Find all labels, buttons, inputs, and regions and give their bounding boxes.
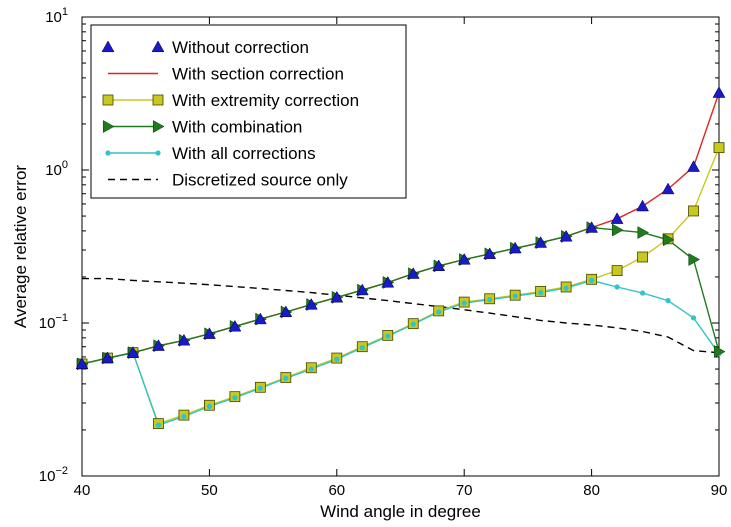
data-point-without-correction [152,339,165,351]
data-point-with-combination [662,233,675,247]
x-tick-label: 50 [201,482,218,499]
legend-entry-with-extremity-correction: With extremity correction [102,91,359,110]
data-point-with-all-corrections [181,413,187,420]
data-point-without-correction [585,221,599,233]
data-point-with-combination [713,345,726,359]
data-point-without-correction [610,212,624,224]
data-point-without-correction [330,290,344,303]
data-point-with-extremity-correction [713,142,725,154]
legend-marker [152,94,164,106]
data-point-without-correction [279,305,293,318]
data-point-with-all-corrections [589,277,595,283]
data-point-with-all-corrections [385,333,391,339]
data-point-with-all-corrections [232,395,238,401]
data-point-with-all-corrections [257,385,263,391]
legend-label: With section correction [172,65,344,84]
data-point-without-correction [559,229,573,242]
data-point-without-correction [508,241,522,254]
x-tick-label: 80 [583,482,600,499]
data-point-with-all-corrections [359,345,365,351]
legend-entry-with-section-correction: With section correction [108,65,344,84]
data-point-without-correction [636,199,649,212]
x-tick-label: 90 [711,482,728,499]
data-point-with-all-corrections [665,298,671,304]
data-point-without-correction [661,182,675,195]
data-point-with-all-corrections [538,290,544,296]
y-tick-label: 101 [45,6,68,26]
data-point-with-all-corrections [461,300,467,306]
data-point-without-correction [75,357,89,369]
y-tick-label: 10−1 [39,312,68,332]
data-point-without-correction [304,298,318,310]
data-point-without-correction [228,319,242,332]
data-point-with-all-corrections [487,297,493,303]
data-point-with-combination [612,223,624,237]
data-point-with-all-corrections [206,403,212,410]
data-point-with-all-corrections [436,309,442,315]
legend-box [90,24,407,199]
y-axis-title: Average relative error [11,165,30,328]
legend-marker [152,120,165,133]
legend-entry-with-combination: With combination [102,118,302,137]
legend-entry-with-all-corrections: With all corrections [105,144,316,163]
x-axis-title: Wind angle in degree [320,502,481,521]
legend-marker [105,150,111,156]
data-point-without-correction [381,275,395,288]
data-point-without-correction [687,160,700,172]
data-point-without-correction [534,236,548,248]
data-point-with-extremity-correction [637,251,648,263]
legend-label: With all corrections [172,144,316,163]
data-point-without-correction [406,267,420,279]
legend-label: With combination [172,118,302,137]
data-point-with-all-corrections [614,284,620,290]
legend-marker [101,40,115,53]
legend: Without correction With section correctio… [90,24,407,199]
data-point-with-all-corrections [283,375,289,381]
data-point-without-correction [101,351,114,364]
legend-marker [102,94,114,106]
data-point-with-all-corrections [308,366,314,372]
data-point-with-extremity-correction [688,205,699,217]
axis-ticks: 40 50 60 70 80 90 10−2 10−1 100 101 [39,6,728,499]
data-point-with-all-corrections [410,321,416,327]
data-point-without-correction [432,259,446,271]
legend-label: Discretized source only [172,171,348,190]
data-point-without-correction [177,333,191,346]
data-point-with-all-corrections [155,422,162,428]
y-tick-label: 10−2 [39,465,68,485]
legend-marker [155,150,161,156]
data-point-with-all-corrections [690,315,697,321]
x-tick-label: 70 [456,482,473,499]
data-point-without-correction [202,327,216,339]
data-point-with-extremity-correction [611,265,623,277]
data-point-without-correction [483,247,497,259]
data-point-without-correction [457,252,471,265]
data-point-without-correction [126,346,140,358]
data-point-with-all-corrections [512,293,518,299]
markers-layer [75,86,726,430]
data-point-with-all-corrections [334,356,340,362]
legend-entry-discretized-source-only: Discretized source only [108,171,348,190]
data-point-with-all-corrections [563,285,569,291]
legend-marker [151,40,165,53]
data-point-with-all-corrections [639,290,646,296]
data-point-with-combination [688,253,701,266]
y-tick-label: 100 [45,159,68,179]
series-line-discretized-source-only [82,277,720,354]
x-tick-label: 60 [328,482,345,499]
legend-label: Without correction [172,38,309,57]
data-point-with-combination [637,226,650,239]
data-point-without-correction [253,312,267,325]
data-point-without-correction [712,86,726,98]
legend-entry-without-correction: Without correction [101,38,309,57]
x-tick-label: 40 [74,482,91,499]
legend-label: With extremity correction [172,91,359,110]
legend-marker [102,120,115,133]
data-point-without-correction [355,283,369,296]
